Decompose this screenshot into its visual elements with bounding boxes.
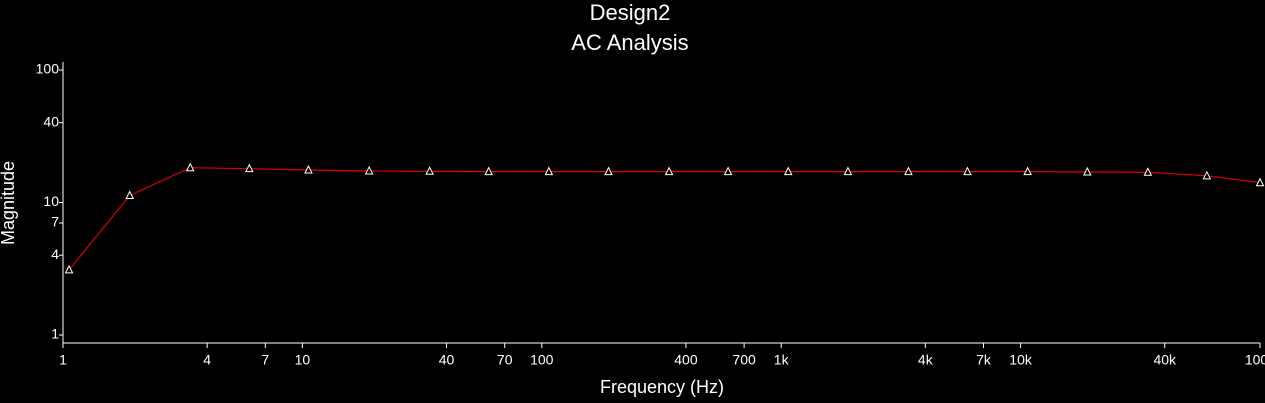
x-tick-label: 7 bbox=[261, 352, 269, 368]
marker bbox=[1202, 170, 1212, 180]
marker bbox=[723, 166, 733, 176]
series-line bbox=[68, 167, 1261, 271]
marker bbox=[425, 166, 434, 175]
marker bbox=[125, 190, 135, 199]
x-tick-label: 10 bbox=[295, 352, 311, 368]
marker bbox=[1255, 177, 1265, 187]
x-tick-label: 10k bbox=[1009, 352, 1033, 368]
marker bbox=[1143, 167, 1153, 176]
marker bbox=[185, 162, 195, 172]
x-tick-label: 400 bbox=[674, 352, 698, 368]
marker bbox=[843, 166, 853, 176]
x-tick-label: 1k bbox=[774, 352, 790, 368]
x-tick-label: 100k bbox=[1245, 352, 1265, 368]
marker bbox=[64, 264, 74, 274]
x-tick-label: 100 bbox=[530, 352, 554, 368]
y-tick-label: 10 bbox=[43, 193, 59, 209]
marker bbox=[304, 164, 313, 174]
x-tick-label: 700 bbox=[732, 352, 756, 368]
marker bbox=[664, 166, 674, 176]
marker bbox=[484, 166, 493, 176]
x-axis-label: Frequency (Hz) bbox=[600, 377, 724, 397]
x-tick-label: 40k bbox=[1153, 352, 1177, 368]
marker bbox=[904, 166, 913, 176]
x-tick-label: 40 bbox=[439, 352, 455, 368]
chart-title: Design2 bbox=[590, 0, 671, 25]
marker bbox=[1083, 166, 1092, 176]
marker bbox=[364, 165, 374, 175]
x-tick-label: 70 bbox=[497, 352, 513, 368]
marker bbox=[963, 166, 972, 176]
marker bbox=[1023, 166, 1032, 176]
marker bbox=[544, 166, 554, 176]
chart-subtitle: AC Analysis bbox=[571, 30, 688, 55]
y-axis-label: Magnitude bbox=[0, 161, 18, 245]
x-tick-label: 1 bbox=[59, 352, 67, 368]
marker bbox=[783, 166, 793, 176]
marker bbox=[244, 163, 254, 173]
marker bbox=[604, 166, 613, 176]
y-tick-label: 4 bbox=[51, 246, 59, 262]
x-tick-label: 4 bbox=[203, 352, 211, 368]
x-tick-label: 4k bbox=[918, 352, 934, 368]
y-tick-label: 1 bbox=[51, 326, 59, 342]
y-tick-label: 40 bbox=[43, 113, 59, 129]
y-tick-label: 7 bbox=[51, 214, 59, 230]
x-tick-label: 7k bbox=[976, 352, 992, 368]
y-tick-label: 100 bbox=[36, 61, 60, 77]
